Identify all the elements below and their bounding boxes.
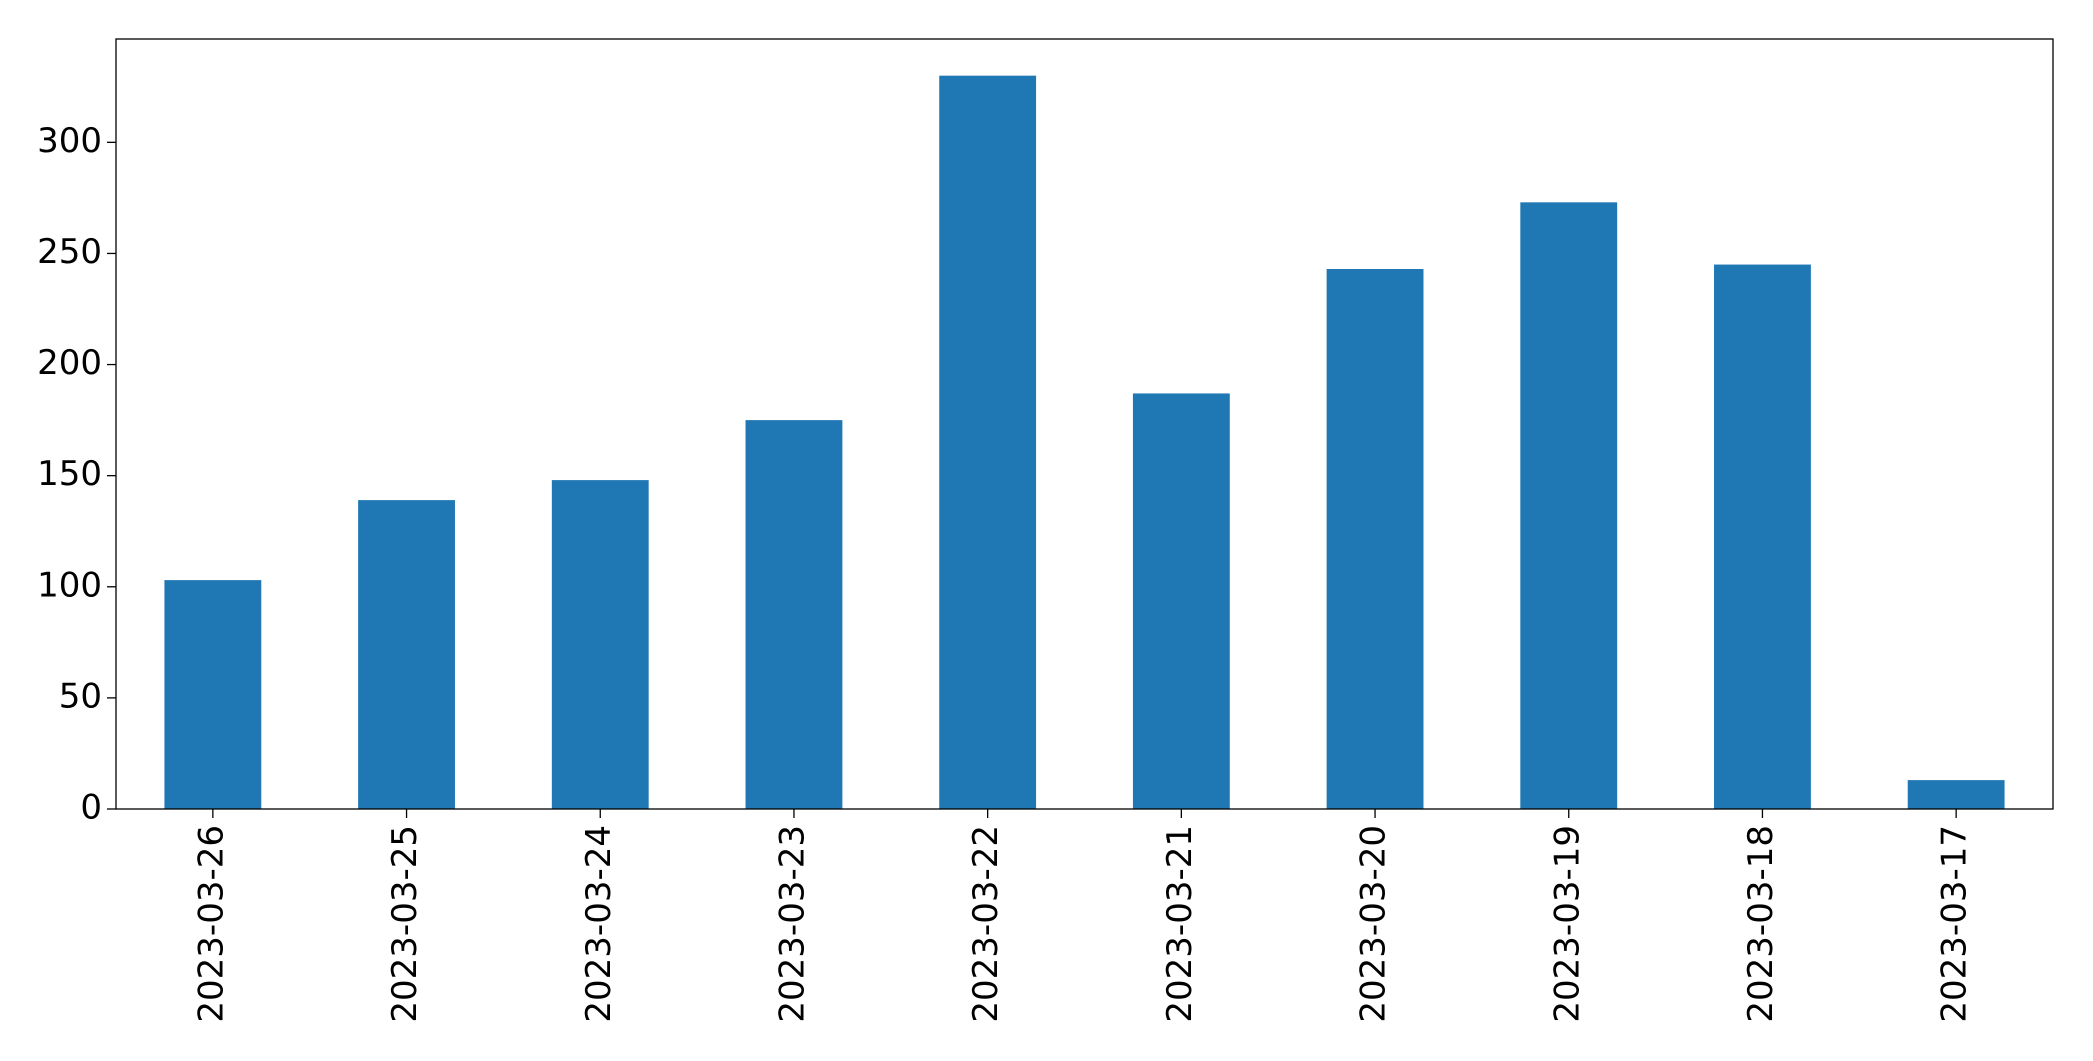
y-tick-label: 0	[80, 788, 102, 828]
bar	[1520, 202, 1618, 810]
x-tick-label: 2023-03-25	[385, 825, 425, 1023]
bar	[1714, 264, 1811, 809]
bar	[939, 75, 1037, 809]
x-tick-label: 2023-03-19	[1547, 825, 1587, 1023]
bar	[1132, 393, 1230, 809]
bar	[358, 500, 455, 809]
bar	[551, 480, 649, 809]
x-tick-label: 2023-03-21	[1160, 825, 1200, 1023]
y-tick-label: 50	[59, 676, 102, 716]
y-tick-label: 200	[37, 343, 102, 383]
bar	[164, 580, 262, 809]
x-tick-label: 2023-03-17	[1935, 825, 1975, 1023]
y-tick-label: 100	[37, 565, 102, 605]
x-tick-label: 2023-03-20	[1354, 825, 1394, 1023]
bar	[1326, 269, 1424, 809]
y-tick-label: 250	[37, 232, 102, 272]
x-tick-label: 2023-03-26	[191, 825, 231, 1023]
y-tick-label: 300	[37, 121, 102, 161]
x-tick-label: 2023-03-23	[772, 825, 812, 1023]
y-tick-label: 150	[37, 454, 102, 494]
x-tick-label: 2023-03-18	[1741, 825, 1781, 1023]
bar	[745, 420, 843, 809]
x-tick-label: 2023-03-22	[966, 825, 1006, 1023]
plot-frame	[115, 38, 2054, 810]
x-tick-label: 2023-03-24	[579, 825, 619, 1023]
bar	[1907, 780, 2005, 809]
